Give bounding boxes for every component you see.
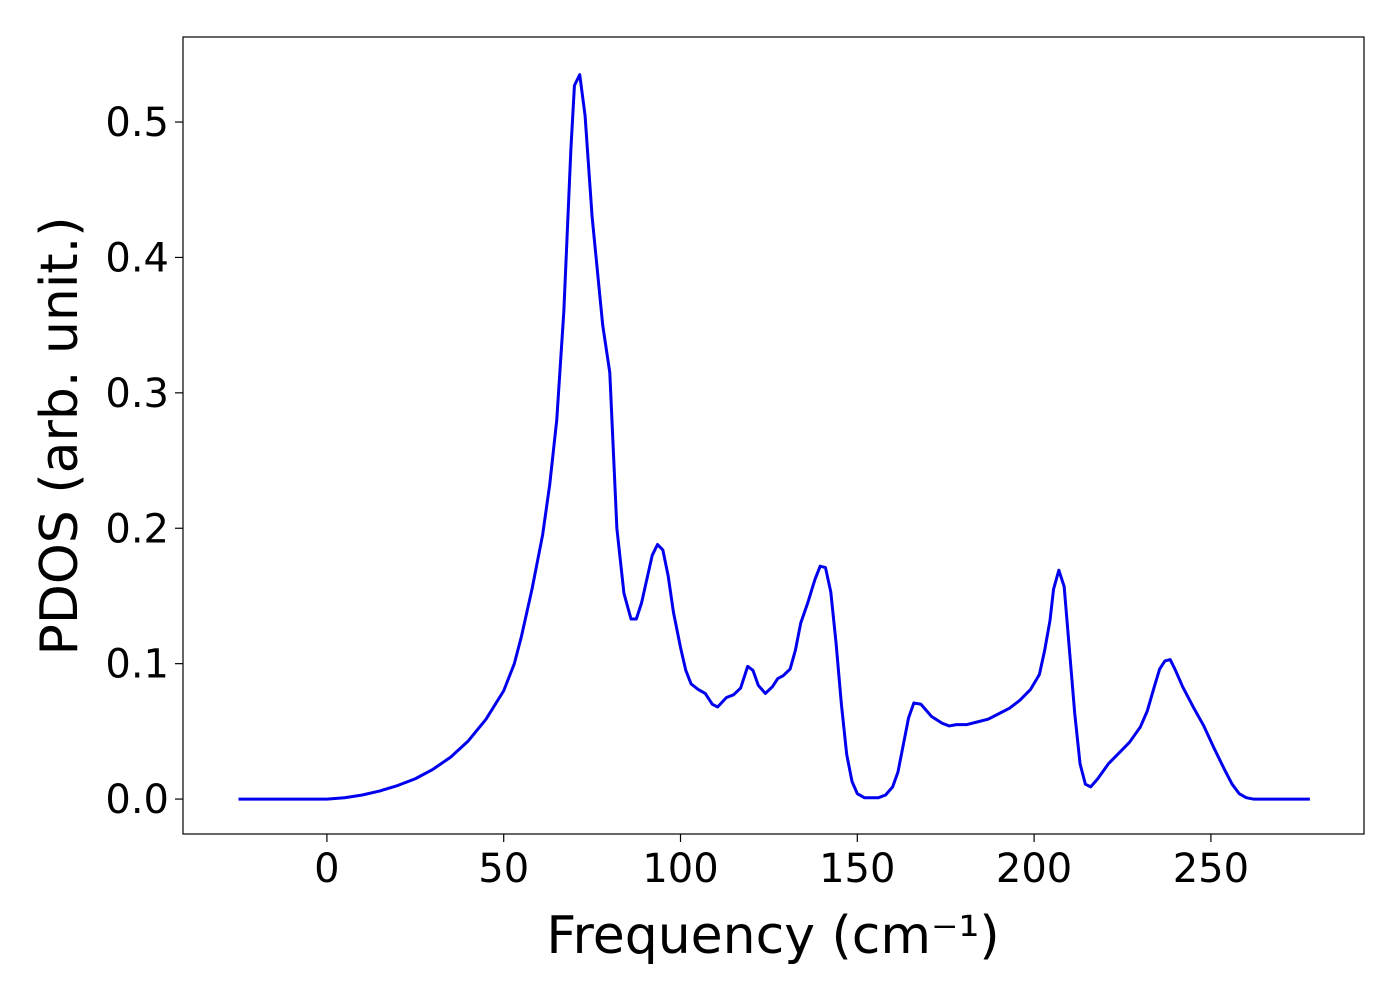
y-tick-label: 0.3 [105, 371, 169, 417]
data-line [238, 73, 1310, 801]
x-tick-label: 250 [1173, 846, 1249, 892]
x-tick-label: 150 [819, 846, 895, 892]
x-axis-label: Frequency (cm⁻¹) [546, 906, 999, 966]
y-tick-label: 0.5 [105, 100, 169, 146]
plot-frame [182, 36, 1365, 835]
y-tick-label: 0.0 [105, 777, 169, 823]
y-axis-label: PDOS (arb. unit.) [30, 216, 90, 655]
x-tick-label: 200 [996, 846, 1072, 892]
y-tick-label: 0.4 [105, 235, 169, 281]
y-tick-label: 0.2 [105, 506, 169, 552]
y-tick-label: 0.1 [105, 642, 169, 688]
x-tick-label: 0 [314, 846, 339, 892]
x-tick-label: 100 [642, 846, 718, 892]
x-tick-label: 50 [478, 846, 529, 892]
